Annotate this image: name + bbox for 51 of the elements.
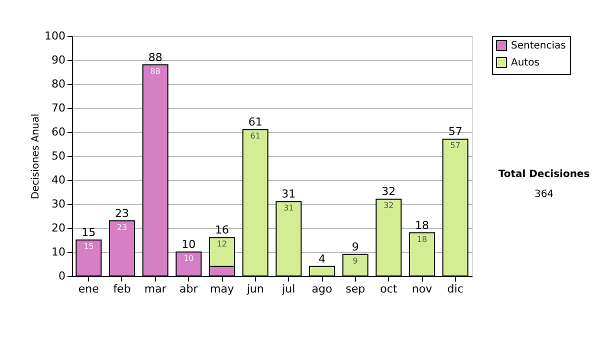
y-tick-label: 20 [52,222,66,234]
x-tick-label: dic [447,282,464,296]
data-label: 61 [250,132,260,141]
total-label: 15 [82,226,96,239]
x-tick-label: ene [78,282,100,296]
x-tick-label: ago [312,282,332,296]
data-label: 32 [384,201,394,210]
total-label: 4 [318,252,326,266]
total-label: 10 [182,238,196,251]
y-tick-label: 50 [52,150,66,162]
data-label: 88 [150,66,160,76]
total-label: 88 [148,50,162,64]
x-tick-label: nov [412,282,433,296]
total-label: 18 [415,218,429,232]
y-tick-label: 80 [52,78,66,90]
total-label: 31 [282,188,296,201]
x-tick-label: jul [281,282,296,296]
x-tick-label: mar [144,282,167,296]
y-tick-label: 0 [58,270,66,282]
legend-label: Autos [511,58,540,68]
x-tick-label: jun [246,282,264,296]
total-label: 23 [115,206,129,220]
y-tick-label: 10 [52,246,66,258]
legend-label: Sentencias [511,40,566,52]
total-label: 57 [448,125,462,138]
y-tick-label: 90 [52,54,66,66]
total-label: 9 [352,240,359,254]
data-label: 10 [184,254,194,263]
x-tick-label: sep [346,282,366,296]
text: 364 [534,189,554,200]
data-label: 12 [216,240,228,249]
data-label: 18 [416,234,428,244]
y-tick-label: 40 [52,174,66,186]
y-tick-label: 70 [52,102,66,114]
x-tick-label: oct [380,282,398,296]
x-tick-label: may [210,282,234,296]
data-label: 23 [116,222,128,232]
x-tick-label: feb [113,282,131,296]
data-label: 15 [84,242,94,251]
y-tick-label: 60 [52,126,66,138]
y-tick-label: 100 [44,30,66,42]
total-label: 16 [215,224,229,237]
data-label: 31 [284,204,294,213]
data-label: 57 [450,141,460,150]
total-label: 61 [248,116,262,129]
y-tick-label: 30 [52,198,66,210]
total-label: 32 [382,185,396,198]
data-label: 9 [352,256,358,266]
x-tick-label: abr [180,282,198,296]
y-axis-title: Decisiones Anual [30,114,42,200]
text: Total Decisiones [498,169,590,180]
